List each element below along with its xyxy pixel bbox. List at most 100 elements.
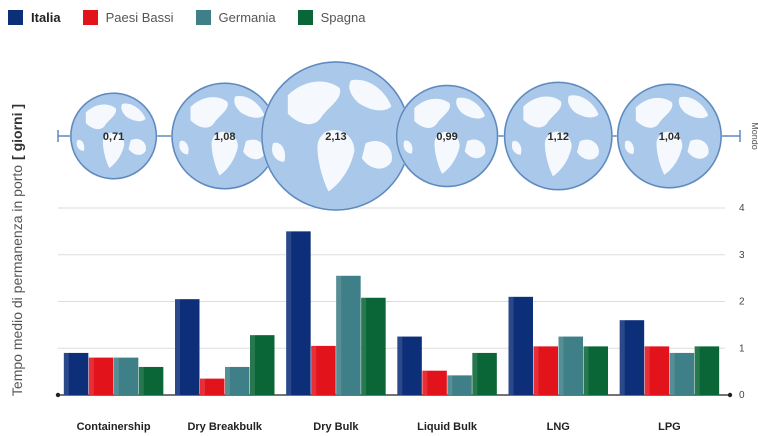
globe-land <box>635 97 673 128</box>
bar <box>138 366 164 395</box>
legend-label: Germania <box>218 9 276 25</box>
globe-land <box>234 95 265 118</box>
world-globe: 1,04 <box>616 83 723 189</box>
globe-land <box>349 79 392 111</box>
globe-land <box>678 96 709 119</box>
globe-land <box>85 104 117 130</box>
x-axis-endpoint <box>55 392 61 398</box>
category-label: LPG <box>658 421 681 433</box>
globe-land <box>76 139 85 151</box>
y-tick-label: 0 <box>739 390 745 401</box>
bar <box>225 366 250 395</box>
legend-swatch <box>82 9 98 25</box>
world-value-label: 0,99 <box>436 131 457 143</box>
globe-land <box>272 142 286 162</box>
bar-highlight <box>669 352 675 395</box>
world-label: Mondo <box>750 122 758 150</box>
bar <box>250 335 275 395</box>
bar-highlight <box>225 366 230 395</box>
globe-land <box>656 131 683 175</box>
legend-swatch <box>195 9 211 25</box>
world-value-label: 0,71 <box>103 131 124 143</box>
category-label: Dry Breakbulk <box>187 421 262 433</box>
y-tick-label: 4 <box>739 203 745 214</box>
legend-item[interactable]: Italia <box>8 9 61 25</box>
world-globe: 0,71 <box>69 92 158 180</box>
bar <box>472 352 497 395</box>
bar <box>336 275 361 395</box>
bar-highlight <box>286 231 292 395</box>
legend: Italia Paesi Bassi Germania Spagna <box>8 6 387 28</box>
world-globe: 2,13 <box>260 61 411 211</box>
globe-land <box>523 96 562 128</box>
legend-label: Italia <box>31 9 61 25</box>
bar <box>644 346 670 395</box>
globe-land <box>624 140 634 155</box>
bar-highlight <box>533 346 539 395</box>
globe-land <box>414 98 451 128</box>
world-globe: 1,12 <box>503 81 613 191</box>
globe-land <box>544 131 572 177</box>
bar <box>397 336 422 395</box>
globe-land <box>121 103 146 122</box>
y-tick-label: 2 <box>739 297 745 308</box>
globe-land <box>190 97 228 128</box>
category-label: Dry Bulk <box>313 421 359 433</box>
legend-swatch <box>297 9 313 25</box>
bar-highlight <box>583 346 589 395</box>
world-value-label: 1,04 <box>659 131 681 143</box>
bar <box>583 346 608 395</box>
category-label: Liquid Bulk <box>417 421 478 433</box>
x-axis-endpoint <box>727 392 733 398</box>
globe-land <box>179 140 189 155</box>
bar-highlight <box>447 375 453 395</box>
bar <box>311 345 336 395</box>
bar-highlight <box>644 346 650 395</box>
bar-highlight <box>63 352 69 395</box>
globe-land <box>434 131 460 174</box>
bar <box>175 299 200 395</box>
world-globe: 0,99 <box>395 84 499 188</box>
bar-highlight <box>422 370 428 395</box>
globe-land <box>102 132 125 169</box>
bar <box>113 357 139 395</box>
globe-land <box>456 97 485 119</box>
bar <box>447 375 472 395</box>
bar-highlight <box>250 335 255 395</box>
y-tick-label: 1 <box>739 343 745 354</box>
legend-item[interactable]: Germania <box>195 9 276 25</box>
bar <box>286 231 311 395</box>
y-axis-label-text: Tempo medio di permanenza in porto <box>9 165 25 396</box>
bar-highlight <box>336 275 342 395</box>
legend-item[interactable]: Paesi Bassi <box>82 9 174 25</box>
globe-land <box>243 139 265 160</box>
globe-land <box>287 81 341 125</box>
world-globe: 1,08 <box>171 82 279 190</box>
bar <box>88 357 114 395</box>
globe-land <box>317 129 355 192</box>
globe-land <box>464 139 486 159</box>
globe-land <box>211 131 238 176</box>
legend-item[interactable]: Spagna <box>297 9 365 25</box>
bar-highlight <box>508 296 514 395</box>
bar-highlight <box>175 299 180 395</box>
bar-highlight <box>311 345 317 395</box>
y-tick-label: 3 <box>739 250 745 261</box>
bar <box>533 346 558 395</box>
world-value-label: 2,13 <box>325 131 346 143</box>
y-axis-label-unit: [ giorni ] <box>9 104 25 160</box>
bar <box>63 352 89 395</box>
bar <box>669 352 695 395</box>
bar-highlight <box>558 336 564 395</box>
bar <box>558 336 583 395</box>
bar-highlight <box>138 366 144 395</box>
globe-land <box>577 139 599 160</box>
bar-highlight <box>619 320 625 395</box>
bar-highlight <box>200 378 205 395</box>
bar-highlight <box>88 357 94 395</box>
bar <box>508 296 533 395</box>
category-label: Containership <box>77 421 151 433</box>
globe-land <box>128 138 146 155</box>
globe-land <box>687 139 709 159</box>
